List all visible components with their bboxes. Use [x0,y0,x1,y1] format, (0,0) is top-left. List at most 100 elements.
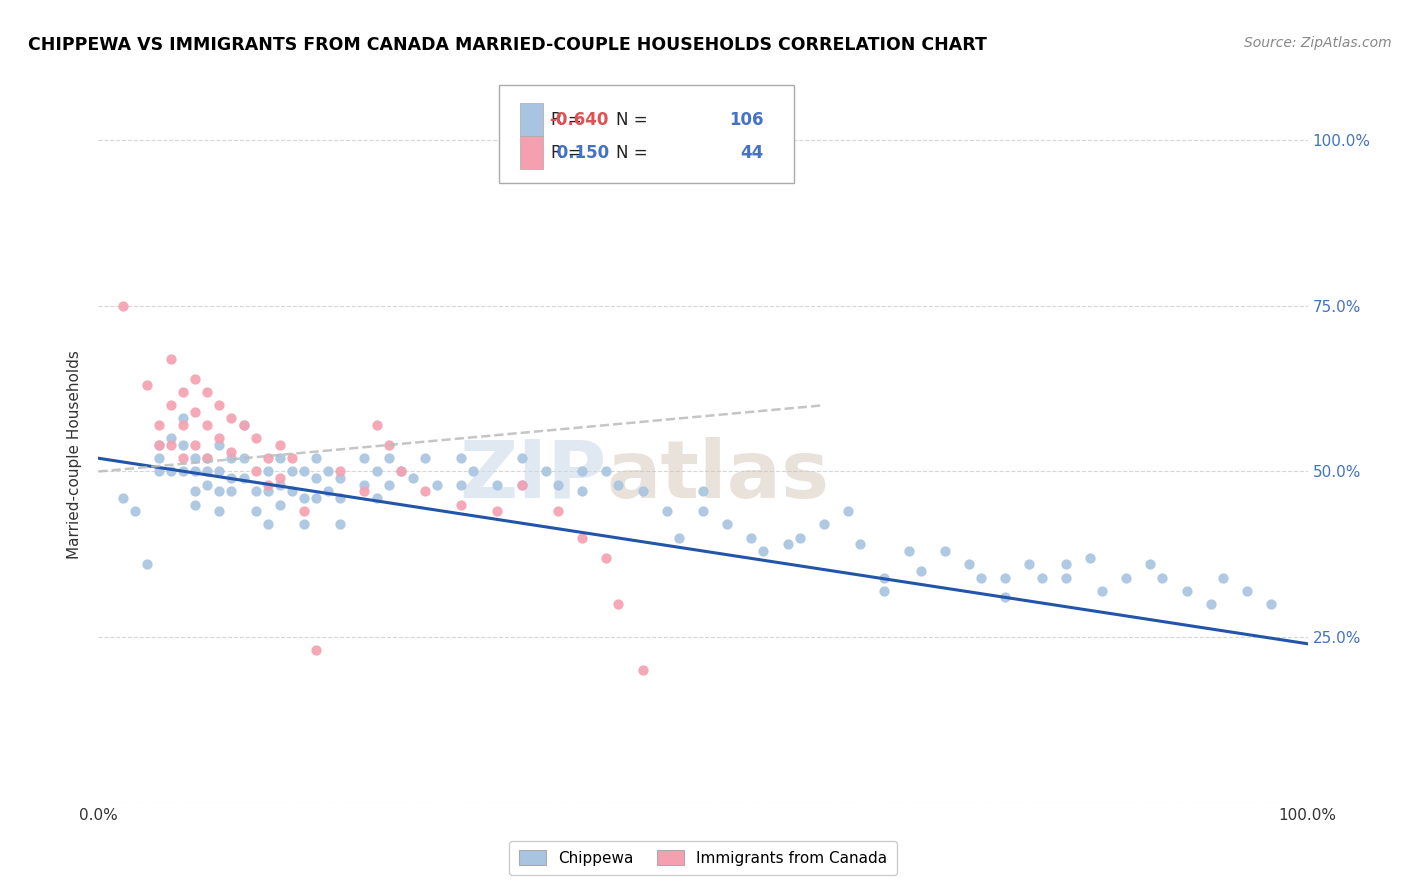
Point [245,504,267,518]
Point [195,451,218,466]
Point [208,504,231,518]
Text: N =: N = [616,144,647,161]
Point [221,411,243,425]
Point [692,504,714,518]
Point [172,384,194,399]
Point [510,451,533,466]
Point [245,465,267,479]
Point [413,484,436,499]
Point [111,491,134,505]
Point [281,465,304,479]
Point [1175,583,1198,598]
Point [813,517,835,532]
Point [172,411,194,425]
Point [172,451,194,466]
Point [208,484,231,499]
Point [607,597,630,611]
Text: ZIP: ZIP [458,437,606,515]
Point [873,570,896,584]
Point [413,451,436,466]
Text: R =: R = [551,111,582,128]
Point [994,591,1017,605]
Point [160,351,183,366]
Point [389,465,412,479]
Point [160,465,183,479]
Point [1091,583,1114,598]
Point [160,398,183,412]
Point [450,451,472,466]
Point [534,465,557,479]
Point [1236,583,1258,598]
Point [232,451,254,466]
Point [377,451,399,466]
Point [389,465,412,479]
Point [208,465,231,479]
Point [1018,558,1040,572]
Text: 44: 44 [740,144,763,161]
Point [269,498,291,512]
Point [510,477,533,491]
Point [463,465,485,479]
Point [184,465,207,479]
Point [595,465,617,479]
Point [873,583,896,598]
Point [655,504,678,518]
Point [245,431,267,445]
Point [195,418,218,433]
Point [1139,558,1161,572]
Point [547,504,569,518]
Point [571,531,593,545]
Point [148,418,170,433]
Text: Source: ZipAtlas.com: Source: ZipAtlas.com [1244,36,1392,50]
Point [208,431,231,445]
Point [184,484,207,499]
Point [607,477,630,491]
Point [970,570,993,584]
Point [994,570,1017,584]
Point [305,471,328,485]
Point [1078,550,1101,565]
Point [172,465,194,479]
Point [668,531,690,545]
Point [124,504,146,518]
Text: N =: N = [616,111,647,128]
Point [221,484,243,499]
Point [208,398,231,412]
Point [148,438,170,452]
Point [184,372,207,386]
Point [789,531,811,545]
Point [329,465,352,479]
Text: CHIPPEWA VS IMMIGRANTS FROM CANADA MARRIED-COUPLE HOUSEHOLDS CORRELATION CHART: CHIPPEWA VS IMMIGRANTS FROM CANADA MARRI… [28,36,987,54]
Point [256,465,278,479]
Point [353,477,375,491]
Point [450,498,472,512]
Point [426,477,449,491]
Point [160,438,183,452]
Point [571,465,593,479]
Point [366,418,388,433]
Point [232,471,254,485]
Point [329,491,352,505]
Point [172,418,194,433]
Point [692,484,714,499]
Point [148,438,170,452]
Point [486,477,509,491]
Text: atlas: atlas [606,437,830,515]
Point [752,544,775,558]
Point [934,544,956,558]
Point [377,477,399,491]
Point [366,491,388,505]
Text: 0.150: 0.150 [551,144,609,161]
Point [184,438,207,452]
Point [269,471,291,485]
Point [172,438,194,452]
Point [1054,570,1077,584]
Point [195,384,218,399]
Point [195,477,218,491]
Point [305,643,328,657]
Point [353,451,375,466]
Text: -0.640: -0.640 [550,111,609,128]
Point [221,471,243,485]
Point [849,537,872,551]
Point [111,299,134,313]
